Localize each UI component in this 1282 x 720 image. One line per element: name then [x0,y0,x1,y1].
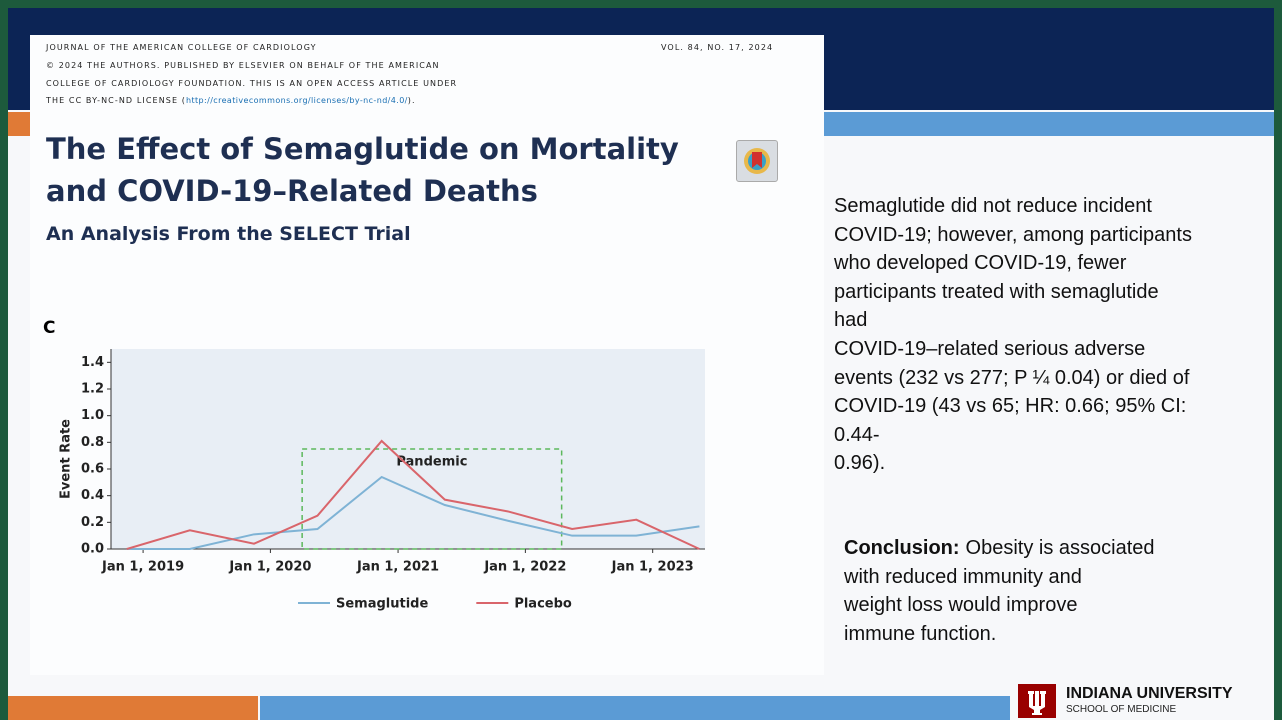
license-text: ). [407,96,416,105]
journal-header: JOURNAL OF THE AMERICAN COLLEGE OF CARDI… [46,43,317,52]
x-tick-label: Jan 1, 2020 [228,560,311,575]
y-axis-label: Event Rate [59,419,74,499]
y-tick-label: 0.6 [81,462,104,477]
crossmark-glyph [744,148,770,174]
summary-line: 0.44- [834,423,880,446]
summary-line: participants treated with semaglutide [834,280,1159,303]
x-tick-label: Jan 1, 2023 [611,560,694,575]
y-tick-label: 0.2 [81,515,104,530]
conclusion-line: immune function. [844,620,1155,649]
article-title: and COVID-19–Related Deaths [46,174,538,208]
conclusion-text: immune function. [844,622,997,645]
logo-school: SCHOOL OF MEDICINE [1066,704,1177,715]
summary-line: COVID-19–related serious adverse [834,337,1146,360]
conclusion-text: Obesity is associated [965,537,1155,559]
summary-line: 0.96). [834,452,886,475]
summary: Semaglutide did not reduce incident COVID… [834,192,1192,478]
license-text: THE CC BY-NC-ND LICENSE ( [46,96,186,105]
journal-header: © 2024 THE AUTHORS. PUBLISHED BY ELSEVIE… [46,61,440,70]
conclusion-label: Conclusion: [844,537,960,559]
y-tick-label: 1.4 [81,355,104,370]
logo-name: INDIANA UNIVERSITY [1066,685,1233,702]
summary-line: COVID-19; however, among participants [834,223,1192,246]
series-line [126,439,700,550]
conclusion: Conclusion: Obesity is associated with red… [844,534,1155,648]
series-line [126,475,700,550]
slide: JOURNAL OF THE AMERICAN COLLEGE OF CARDI… [8,8,1274,720]
plot-area [111,349,705,549]
iu-trident [1028,691,1046,715]
conclusion-line: with reduced immunity and [844,563,1155,592]
accent-orange [8,112,30,136]
y-tick-label: 0.0 [81,542,104,557]
journal-header: COLLEGE OF CARDIOLOGY FOUNDATION. THIS I… [46,79,458,88]
pandemic-box [301,448,563,550]
logo-area: INDIANA UNIVERSITY SCHOOL OF MEDICINE [1012,680,1274,720]
summary-line: COVID-19 (43 vs 65; HR: 0.66; 95% CI: [834,395,1187,418]
y-tick-label: 1.0 [81,408,104,423]
summary-line: events (232 vs 277; P ¼ 0.04) or died of [834,366,1190,389]
legend-label: Placebo [514,597,572,612]
y-tick-label: 0.4 [81,488,104,503]
summary-line: had [834,309,868,332]
summary-line: who developed COVID-19, fewer [834,252,1127,275]
conclusion-line: weight loss would improve [844,591,1155,620]
y-tick-label: 0.8 [81,435,104,450]
article-title: The Effect of Semaglutide on Mortality [46,132,679,166]
pandemic-label: Pandemic [396,455,467,470]
license-link[interactable]: http://creativecommons.org/licenses/by-n… [185,96,408,105]
journal-volume: VOL. 84, NO. 17, 2024 [661,43,774,52]
journal-header: THE CC BY-NC-ND LICENSE (http://creative… [46,96,416,105]
footer-blue [260,696,1010,720]
panel-label: C [43,318,56,338]
conclusion-text: weight loss would improve [844,594,1078,617]
accent-blue [824,112,1274,136]
iu-mark [1018,684,1056,718]
legend-label: Semaglutide [336,597,428,612]
conclusion-line: Conclusion: Obesity is associated [844,534,1155,563]
x-tick-label: Jan 1, 2022 [483,560,566,575]
crossmark-icon[interactable] [736,140,778,182]
article-subtitle: An Analysis From the SELECT Trial [46,223,411,245]
footer-orange [8,696,258,720]
x-tick-label: Jan 1, 2019 [101,560,184,575]
y-tick-label: 1.2 [81,382,104,397]
summary-line: Semaglutide did not reduce incident [834,195,1152,217]
x-tick-label: Jan 1, 2021 [356,560,439,575]
chart: 0.0 0.2 0.4 0.6 0.8 1.0 1.2 1.4 Jan 1, 2019 Jan 1… [59,349,705,612]
conclusion-text: with reduced immunity and [844,565,1082,588]
icon-ribbon [752,152,762,168]
